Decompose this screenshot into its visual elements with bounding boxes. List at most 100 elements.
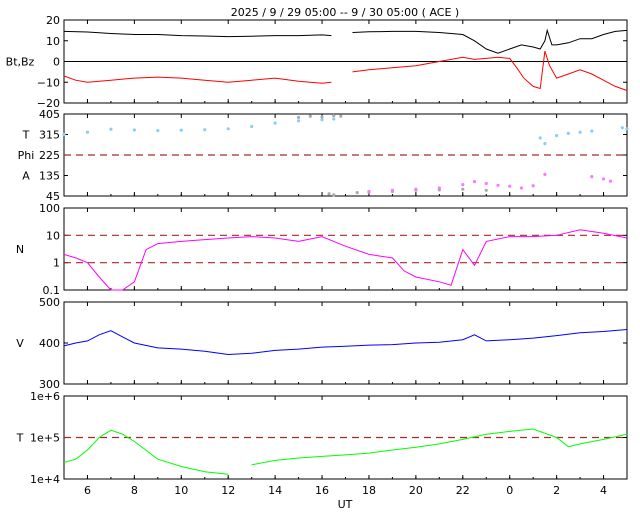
y-axis-label: N: [16, 243, 24, 256]
x-axis-label: UT: [338, 498, 353, 511]
x-tick-label: 0: [506, 484, 513, 497]
x-tick-label: 2: [553, 484, 560, 497]
data-point-phi_points: [332, 193, 336, 197]
y-tick-label: −20: [37, 97, 60, 110]
data-point-temperature_points: [250, 124, 254, 129]
y-tick-label: 225: [39, 149, 60, 162]
data-point-phi_points: [339, 114, 343, 118]
y-tick-label: 20: [46, 14, 60, 27]
data-point-temperature_points: [179, 128, 183, 132]
y-tick-label: 500: [39, 296, 60, 309]
data-point-phi_points: [327, 192, 331, 196]
x-tick-label: 4: [600, 484, 607, 497]
chart-title: 2025 / 9 / 29 05:00 -- 9 / 30 05:00 ( AC…: [231, 6, 459, 19]
x-tick-label: 14: [268, 484, 282, 497]
y-tick-label: 1e+6: [30, 390, 60, 403]
data-point-temperature_points: [332, 117, 336, 121]
data-point-temperature_points: [203, 128, 207, 132]
data-point-alpha_points: [437, 186, 441, 190]
series-line-temperature: [63, 428, 628, 475]
y-tick-label: 135: [39, 170, 60, 183]
y-tick-label: 10: [46, 229, 60, 242]
data-point-alpha_points: [414, 187, 418, 191]
data-point-temperature_points: [85, 130, 90, 134]
data-point-alpha_points: [461, 183, 465, 187]
x-tick-label: 12: [221, 484, 235, 497]
y-tick-label: 10: [46, 35, 60, 48]
data-point-alpha_points: [390, 188, 395, 192]
data-point-temperature_points: [296, 119, 301, 123]
y-tick-label: 315: [39, 129, 60, 142]
data-point-temperature_points: [273, 121, 277, 125]
data-point-temperature_points: [543, 142, 547, 146]
x-tick-label: 8: [131, 484, 138, 497]
series-line-bt: [63, 28, 628, 54]
data-point-phi_points: [332, 113, 336, 118]
data-point-alpha_points: [508, 184, 512, 188]
data-point-alpha_points: [601, 177, 606, 181]
y-axis-label: V: [16, 337, 24, 350]
y-tick-label: 0.1: [43, 284, 61, 297]
data-point-phi_points: [296, 115, 301, 120]
data-point-phi_points: [355, 190, 359, 195]
y-axis-label: Phi: [18, 149, 35, 162]
x-tick-label: 16: [315, 484, 329, 497]
data-point-phi_points: [484, 188, 488, 192]
data-point-alpha_points: [590, 175, 594, 179]
data-point-alpha_points: [367, 189, 371, 194]
y-tick-label: 405: [39, 108, 60, 121]
y-tick-label: 400: [39, 337, 60, 350]
data-point-alpha_points: [608, 179, 613, 183]
y-axis-label: A: [22, 170, 30, 183]
data-point-alpha_points: [543, 172, 547, 176]
series-line-density: [63, 229, 628, 291]
data-point-temperature_points: [62, 132, 66, 137]
y-axis-label: T: [16, 432, 24, 445]
data-point-temperature_points: [132, 128, 136, 132]
panel-temperature: 6 8 10 12 14 16 18 20 22 0 2 4 1e+6 1e+5 1e+4 T: [16, 390, 628, 497]
data-point-temperature_points: [109, 127, 113, 131]
data-point-temperature_points: [578, 130, 582, 134]
panel-density: 100 10 1 0.1 N: [16, 202, 628, 297]
panel-angles: 405 315 225 135 45 T Phi A: [18, 108, 629, 203]
x-tick-label: 6: [84, 484, 91, 497]
panel-frame: [63, 301, 628, 385]
data-point-temperature_points: [555, 134, 559, 138]
data-point-temperature_points: [625, 127, 629, 131]
x-tick-label: 20: [409, 484, 423, 497]
data-point-alpha_points: [484, 181, 488, 186]
data-point-temperature_points: [620, 126, 624, 130]
data-point-alpha_points: [472, 180, 477, 184]
y-tick-label: −10: [37, 76, 60, 89]
panel-velocity: 500 400 300 V: [16, 296, 628, 391]
data-point-phi_points: [461, 187, 465, 191]
y-tick-label: 1: [53, 257, 60, 270]
y-tick-label: 0: [53, 56, 60, 69]
y-axis-label: Bt,Bz: [6, 56, 35, 69]
x-tick-label: 18: [362, 484, 376, 497]
y-tick-label: 1e+5: [30, 432, 60, 445]
panel-frame: [63, 207, 628, 291]
panel-magnetic-field: 20 10 0 −10 −20 Bt,Bz: [6, 14, 628, 110]
y-tick-label: 300: [39, 378, 60, 391]
x-tick-label: 22: [456, 484, 470, 497]
data-point-alpha_points: [496, 183, 500, 187]
data-point-alpha_points: [519, 186, 524, 190]
series-line-velocity: [63, 329, 628, 356]
y-tick-label: 45: [46, 190, 60, 203]
data-point-temperature_points: [320, 118, 324, 122]
data-point-temperature_points: [156, 129, 160, 133]
series-line-bz: [63, 50, 628, 91]
data-point-temperature_points: [590, 129, 594, 133]
y-tick-label: 1e+4: [30, 473, 60, 486]
data-point-temperature_points: [226, 127, 230, 131]
y-axis-label: T: [22, 129, 30, 142]
data-point-alpha_points: [531, 184, 535, 188]
data-point-temperature_points: [538, 136, 542, 140]
data-point-phi_points: [320, 115, 324, 119]
data-point-phi_points: [308, 114, 312, 118]
data-point-temperature_points: [566, 131, 570, 135]
y-tick-label: 100: [39, 202, 60, 215]
x-tick-label: 10: [174, 484, 188, 497]
